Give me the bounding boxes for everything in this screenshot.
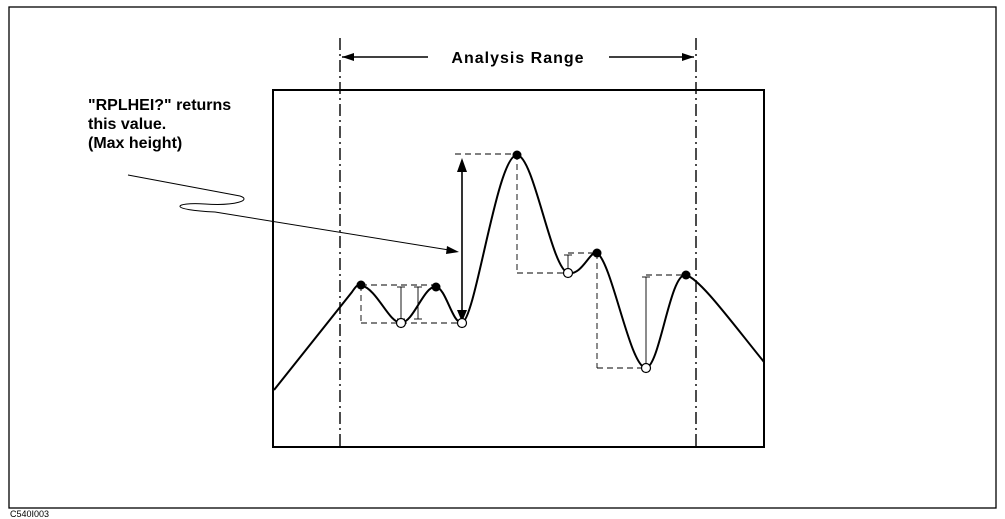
annotation-leader-line <box>127 174 450 251</box>
annotation-leader-arrowhead <box>446 246 459 254</box>
range-arrow-right <box>609 53 694 61</box>
valley-point <box>640 362 652 374</box>
peak-point <box>592 248 602 258</box>
peak-point <box>356 280 366 290</box>
outer-frame <box>8 6 997 509</box>
max-height-arrow <box>457 158 467 322</box>
annotation-line-3: (Max height) <box>88 135 182 152</box>
valley-point <box>562 267 574 279</box>
waveform-trace <box>273 153 765 391</box>
range-label: Analysis Range <box>451 50 584 67</box>
plot-box <box>272 89 765 448</box>
dashed-guides <box>360 153 686 369</box>
range-arrow-left <box>342 53 428 61</box>
peak-point <box>431 282 441 292</box>
peak-point <box>512 150 522 160</box>
annotation-line-2: this value. <box>88 116 166 133</box>
figure-id: C540I003 <box>10 509 49 519</box>
peak-point <box>681 270 691 280</box>
annotation-line-1: "RPLHEI?" returns <box>88 97 231 114</box>
valley-point <box>456 317 468 329</box>
ripple-height-markers <box>397 254 650 364</box>
valley-point <box>395 317 407 329</box>
